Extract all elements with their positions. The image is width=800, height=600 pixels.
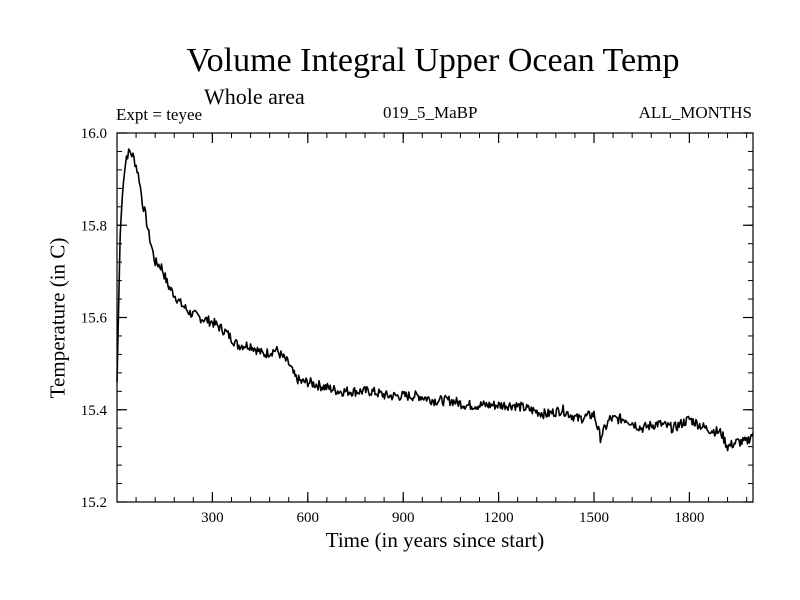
months-label: ALL_MONTHS (638, 103, 752, 122)
x-tick-label: 600 (297, 510, 320, 526)
x-tick-label: 1500 (579, 510, 609, 526)
y-tick-label: 15.8 (81, 218, 107, 234)
chart-title: Volume Integral Upper Ocean Temp (186, 42, 680, 79)
case-label: 019_5_MaBP (383, 103, 478, 122)
series-line-teyee (116, 148, 754, 452)
x-tick-label: 900 (392, 510, 415, 526)
plot-frame (116, 132, 754, 503)
y-tick-label: 15.6 (81, 311, 108, 327)
x-tick-label: 1200 (484, 510, 514, 526)
x-tick-label: 1800 (674, 510, 704, 526)
experiment-label: Expt = teyee (116, 105, 203, 124)
y-tick-label: 15.2 (81, 495, 107, 511)
x-tick-label: 300 (201, 510, 224, 526)
y-tick-label: 16.0 (81, 126, 107, 142)
x-axis-label: Time (in years since start) (325, 528, 545, 552)
y-tick-label: 15.4 (81, 403, 108, 419)
chart-subtitle: Whole area (204, 84, 305, 109)
plot-area: 300 600 900 1200 1500 1800 15.2 15.4 15.6 15.8 16.… (81, 126, 754, 526)
